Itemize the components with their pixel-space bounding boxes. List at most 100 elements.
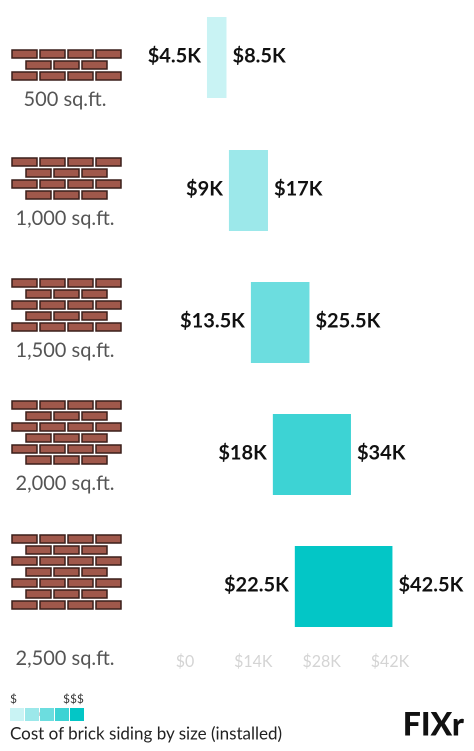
legend-low: $ <box>10 691 17 706</box>
brick <box>39 400 66 410</box>
brick <box>11 578 38 588</box>
brick <box>11 444 38 454</box>
value-label-high: $34K <box>357 441 406 465</box>
value-label-low: $13.5K <box>180 309 245 333</box>
brick <box>53 567 80 577</box>
legend-swatch <box>55 708 69 721</box>
brick <box>67 71 94 81</box>
brick <box>53 190 80 200</box>
legend-swatch <box>40 708 54 721</box>
caption: Cost of brick siding by size (installed) <box>10 722 282 743</box>
x-tick-label: $28K <box>302 652 341 671</box>
value-label-high: $25.5K <box>315 309 380 333</box>
brick <box>53 589 80 599</box>
brick <box>25 433 52 443</box>
brick <box>11 179 38 189</box>
brick <box>81 567 108 577</box>
brick <box>67 600 94 610</box>
brick <box>95 278 122 288</box>
brick <box>67 444 94 454</box>
brick <box>81 289 108 299</box>
brick <box>25 190 52 200</box>
brick <box>95 300 122 310</box>
category-label: 2,000 sq.ft. <box>15 471 114 495</box>
brick <box>95 322 122 332</box>
brick <box>67 278 94 288</box>
brick <box>39 49 66 59</box>
brick <box>39 556 66 566</box>
brick <box>95 157 122 167</box>
brick <box>39 578 66 588</box>
brick <box>39 322 66 332</box>
brick <box>95 600 122 610</box>
brick <box>11 157 38 167</box>
brick <box>67 534 94 544</box>
range-bar <box>250 282 310 363</box>
brick <box>25 311 52 321</box>
brick <box>53 411 80 421</box>
value-label-low: $4.5K <box>148 44 202 68</box>
brick <box>67 300 94 310</box>
brick <box>11 49 38 59</box>
brick <box>95 422 122 432</box>
brick <box>67 400 94 410</box>
brick <box>81 455 108 465</box>
brick <box>67 578 94 588</box>
brick <box>25 411 52 421</box>
brick <box>11 422 38 432</box>
brick <box>11 600 38 610</box>
logo: FIXr <box>403 703 464 742</box>
brick <box>81 433 108 443</box>
brick <box>11 400 38 410</box>
brick <box>67 49 94 59</box>
brick <box>39 157 66 167</box>
brick <box>53 168 80 178</box>
brick <box>67 322 94 332</box>
brick <box>11 71 38 81</box>
brick <box>81 60 108 70</box>
brick <box>39 278 66 288</box>
range-bar <box>206 17 227 98</box>
brick <box>67 179 94 189</box>
brick <box>67 556 94 566</box>
brick <box>81 545 108 555</box>
brick <box>25 168 52 178</box>
brick <box>39 534 66 544</box>
category-label: 2,500 sq.ft. <box>15 646 114 670</box>
value-label-low: $22.5K <box>224 573 289 597</box>
brick <box>25 567 52 577</box>
brick <box>53 433 80 443</box>
legend-swatch <box>70 708 84 721</box>
brick <box>53 60 80 70</box>
value-label-high: $17K <box>274 177 323 201</box>
legend-swatch <box>10 708 24 721</box>
range-bar <box>272 414 351 495</box>
brick <box>11 322 38 332</box>
category-label: 1,000 sq.ft. <box>15 206 114 230</box>
x-tick-label: $0 <box>176 652 195 671</box>
brick <box>25 589 52 599</box>
brick <box>67 422 94 432</box>
brick <box>25 545 52 555</box>
x-tick-label: $42K <box>371 652 410 671</box>
brick <box>25 455 52 465</box>
brick <box>81 411 108 421</box>
brick <box>25 60 52 70</box>
brick <box>11 556 38 566</box>
brick <box>95 444 122 454</box>
brick <box>95 578 122 588</box>
brick <box>81 168 108 178</box>
brick <box>39 71 66 81</box>
x-tick-label: $14K <box>234 652 273 671</box>
brick <box>81 190 108 200</box>
brick <box>53 311 80 321</box>
range-bar <box>294 546 393 627</box>
brick <box>39 422 66 432</box>
brick <box>53 455 80 465</box>
brick <box>95 71 122 81</box>
brick <box>25 289 52 299</box>
brick <box>67 157 94 167</box>
brick <box>11 534 38 544</box>
